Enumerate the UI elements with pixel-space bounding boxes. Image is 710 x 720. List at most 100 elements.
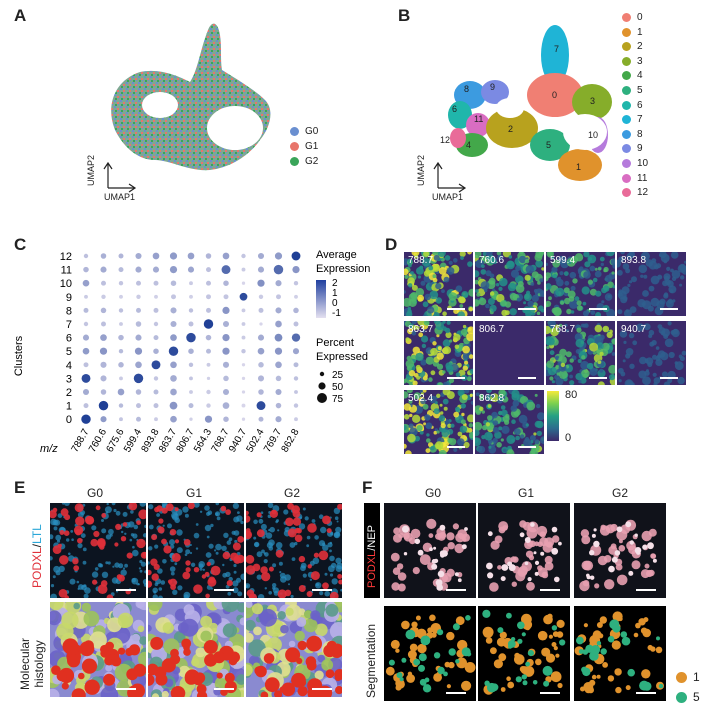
scale-bar	[446, 589, 466, 591]
dotplot-dot	[170, 280, 177, 286]
panel-f-row1-label-bg	[364, 503, 380, 598]
panel-f-segmentation-image	[384, 606, 476, 701]
dotplot-expr-tick: 1	[332, 288, 338, 299]
scale-bar	[518, 308, 536, 310]
dotplot-dot	[204, 415, 213, 423]
legend-label: 5	[637, 85, 643, 96]
umap-b-legend-item: 4	[622, 70, 643, 81]
panel-f-col-g0: G0	[425, 486, 442, 500]
dotplot-expr-legend-title: Average	[316, 249, 357, 261]
dotplot-dot	[135, 321, 142, 327]
dotplot-dot	[171, 294, 176, 300]
ion-image-label: 862.8	[479, 393, 505, 404]
dotplot-dot	[241, 253, 246, 259]
dotplot-y-tick: 11	[61, 265, 72, 277]
ion-image-tile: 863.7	[404, 321, 473, 385]
legend-label: G2	[305, 156, 319, 167]
dotplot-dot	[291, 251, 301, 261]
dotplot-dot	[135, 266, 142, 273]
ion-image-tile: 806.7	[475, 321, 544, 385]
panel-e-if-texture	[50, 503, 146, 598]
dotplot-pct-tick: 50	[332, 382, 344, 393]
dotplot-dot	[293, 362, 299, 368]
dotplot-dot	[275, 416, 282, 423]
dotplot-dot	[153, 335, 159, 341]
panel-e-if-texture	[246, 503, 342, 598]
umap-b-cluster-label: 6	[452, 104, 457, 114]
dotplot-dot	[273, 264, 284, 275]
dotplot-dot	[257, 279, 265, 287]
dotplot-dot	[241, 417, 246, 421]
legend-label: G0	[305, 126, 319, 137]
dotplot-dot	[154, 417, 158, 422]
dotplot-dot	[257, 347, 265, 355]
dotplot-dot	[258, 294, 264, 299]
dotplot-dot	[206, 376, 211, 381]
scale-bar	[214, 688, 234, 690]
dotplot-dot	[168, 346, 179, 356]
dotplot-dot	[136, 280, 141, 286]
scale-bar	[636, 692, 656, 694]
dotplot-dot	[275, 361, 282, 369]
dotplot-dot	[169, 252, 178, 260]
panel-e-histology-image	[246, 602, 342, 697]
umap-b-xlabel: UMAP1	[432, 192, 464, 202]
dotplot-dot	[83, 403, 89, 409]
dotplot-y-tick: 4	[66, 360, 72, 372]
umap-a-plot	[111, 23, 271, 171]
dotplot-y-tick: 10	[60, 278, 72, 290]
dotplot-y-tick: 5	[66, 346, 72, 358]
umap-b-legend-item: 5	[622, 85, 643, 96]
ion-image-label: 893.8	[621, 255, 647, 266]
umap-b-ylabel: UMAP2	[416, 154, 426, 186]
dotplot-y-tick: 0	[66, 414, 72, 426]
umap-b-cluster-regions	[448, 25, 612, 181]
umap-b-cluster-label: 1	[576, 162, 581, 172]
panel-e-row1-label: PODXL/LTL	[30, 524, 44, 588]
panel-e-if-texture	[148, 503, 244, 598]
legend-label: 3	[637, 55, 643, 67]
scale-bar	[447, 308, 465, 310]
dotplot-dot	[170, 334, 177, 341]
scale-bar	[660, 308, 678, 310]
dotplot-dot	[170, 307, 177, 314]
umap-b-cluster-label: 7	[554, 44, 559, 54]
legend-label: G1	[305, 141, 319, 152]
dotplot-dot	[241, 349, 246, 354]
umap-b-cluster-label: 9	[490, 82, 495, 92]
dotplot-dot	[118, 267, 124, 273]
dotplot-dot	[222, 252, 230, 260]
dotplot-dot	[293, 281, 299, 286]
dotplot-dot	[170, 361, 177, 369]
dotplot-expr-tick: 0	[332, 298, 338, 309]
legend-swatch	[290, 127, 299, 136]
dotplot-dot	[101, 321, 106, 327]
umap-b-legend-item: 2	[622, 41, 643, 52]
umap-b-legend-item: 12	[622, 187, 648, 198]
dotplot-pct-dot	[318, 382, 326, 390]
panel-f-if-image	[478, 503, 570, 598]
umap-b-legend-item: 0	[622, 12, 643, 23]
scale-bar	[518, 377, 536, 379]
dotplot-dot	[275, 307, 282, 314]
dotplot-dot	[101, 294, 106, 299]
panel-d-letter: D	[385, 235, 398, 254]
dotplot-dot	[292, 266, 300, 274]
dotplot-dot	[275, 375, 282, 382]
dotplot-dot	[222, 361, 230, 368]
panel-f-if-image	[384, 503, 476, 598]
ion-image-tile: 599.4	[546, 252, 615, 316]
dotplot-dot	[118, 349, 124, 354]
scale-bar	[660, 377, 678, 379]
dotplot-dot	[100, 334, 107, 341]
legend-label: 2	[637, 41, 643, 53]
ion-image-heatmap	[546, 321, 615, 385]
dotplot-dot	[133, 373, 144, 384]
dotplot-dot	[206, 307, 211, 313]
umap-b-cluster-label: 0	[552, 90, 557, 100]
legend-swatch	[290, 142, 299, 151]
dotplot-dot	[222, 334, 230, 342]
dotplot-dot	[118, 334, 124, 341]
scale-bar	[312, 589, 332, 591]
dotplot-dot	[117, 388, 125, 396]
